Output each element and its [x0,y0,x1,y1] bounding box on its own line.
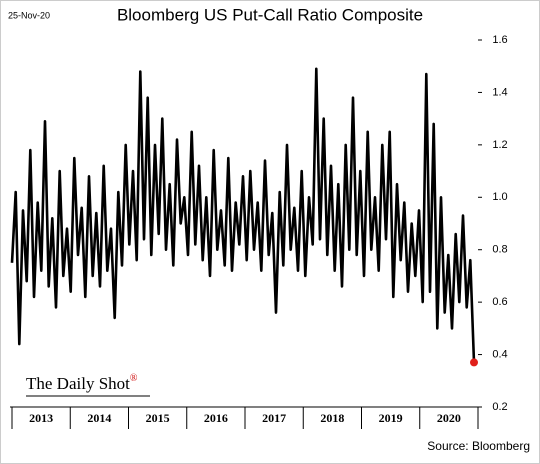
y-tick-label: 0.4 [492,348,507,360]
x-tick-label: 2019 [379,411,403,425]
watermark: The Daily Shot® [26,373,138,393]
x-tick-label: 2014 [87,411,111,425]
y-tick-label: 0.6 [492,296,507,308]
y-tick-label: 1.6 [492,34,507,46]
date-label: 25-Nov-20 [8,10,50,20]
x-tick-label: 2018 [320,411,344,425]
x-tick-label: 2015 [146,411,170,425]
watermark-text: The Daily Shot [26,374,130,393]
line [10,67,476,363]
y-tick-label: 0.8 [492,244,507,256]
x-tick-label: 2016 [204,411,228,425]
x-tick-label: 2013 [29,411,53,425]
y-tick-label: 1.4 [492,86,507,98]
y-tick-label: 0.2 [492,401,507,413]
x-tick-label: 2017 [262,411,286,425]
y-tick-label: 1.0 [492,191,507,203]
watermark-mark: ® [130,373,138,384]
x-tick-label: 2020 [437,411,461,425]
chart-title: Bloomberg US Put-Call Ratio Composite [117,5,423,24]
end-marker [470,358,478,367]
y-tick-label: 1.2 [492,139,507,151]
source: Source: Bloomberg [427,439,530,453]
